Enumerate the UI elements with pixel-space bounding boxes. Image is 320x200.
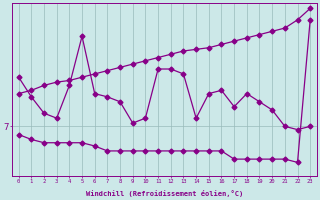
X-axis label: Windchill (Refroidissement éolien,°C): Windchill (Refroidissement éolien,°C) bbox=[86, 190, 243, 197]
